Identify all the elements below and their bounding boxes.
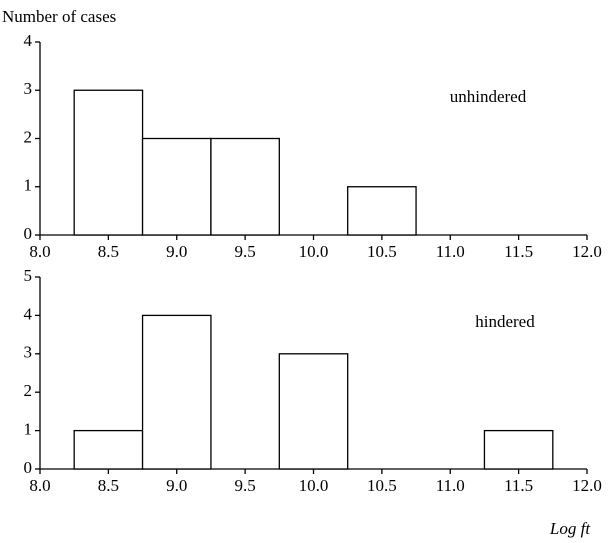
x-tick-label: 10.5 xyxy=(367,242,397,261)
y-axis-label: Number of cases xyxy=(2,7,116,26)
y-tick-label: 3 xyxy=(24,79,33,98)
annotation: unhindered xyxy=(450,87,527,106)
y-tick-label: 4 xyxy=(24,31,33,50)
bar xyxy=(73,89,144,236)
x-tick-label: 11.5 xyxy=(504,242,533,261)
y-tick-label: 1 xyxy=(24,420,33,439)
x-tick-label: 12.0 xyxy=(572,242,602,261)
x-tick-label: 8.0 xyxy=(29,476,50,495)
y-tick-label: 2 xyxy=(24,127,33,146)
bar xyxy=(278,353,349,470)
x-tick-label: 8.5 xyxy=(98,242,119,261)
bar xyxy=(483,429,554,470)
bar xyxy=(73,429,144,470)
y-tick-label: 0 xyxy=(24,224,33,243)
x-tick-label: 9.5 xyxy=(235,476,256,495)
y-tick-label: 5 xyxy=(24,266,33,285)
x-tick-label: 10.0 xyxy=(299,242,329,261)
bar xyxy=(347,186,417,236)
bar xyxy=(210,137,280,236)
y-tick-label: 1 xyxy=(24,176,33,195)
x-tick-label: 12.0 xyxy=(572,476,602,495)
x-tick-label: 11.0 xyxy=(436,476,465,495)
y-tick-label: 0 xyxy=(24,458,33,477)
x-tick-label: 11.0 xyxy=(436,242,465,261)
x-tick-label: 10.5 xyxy=(367,476,397,495)
x-tick-label: 11.5 xyxy=(504,476,533,495)
y-tick-label: 3 xyxy=(24,343,33,362)
x-tick-label: 9.5 xyxy=(235,242,256,261)
x-tick-label: 8.5 xyxy=(98,476,119,495)
bar xyxy=(141,137,212,236)
x-tick-label: 8.0 xyxy=(29,242,50,261)
bar xyxy=(141,314,212,470)
x-tick-label: 10.0 xyxy=(299,476,329,495)
y-tick-label: 4 xyxy=(24,304,33,323)
x-axis-label: Log ft xyxy=(549,519,591,538)
y-tick-label: 2 xyxy=(24,381,33,400)
x-tick-label: 9.0 xyxy=(166,242,187,261)
x-tick-label: 9.0 xyxy=(166,476,187,495)
annotation: hindered xyxy=(475,312,535,331)
